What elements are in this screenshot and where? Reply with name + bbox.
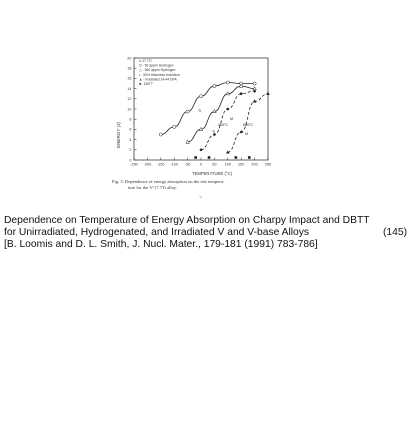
series-line-3 xyxy=(200,90,255,151)
data-point xyxy=(226,107,230,111)
chart-annotation: M xyxy=(230,117,233,121)
data-point xyxy=(213,133,216,136)
title-line-2: for Unirradiated, Hydrogenated, and Irra… xyxy=(4,226,310,238)
charpy-energy-figure: -250 -200 -150 -100 -50 0 50 100 150 200 250 0 2 4 6 8 1… xyxy=(100,50,280,210)
data-point xyxy=(239,92,243,95)
y-tick-label: 6 xyxy=(129,128,131,132)
slide-title-block: Dependence on Temperature of Energy Abso… xyxy=(4,215,410,250)
dbtt-marker xyxy=(194,156,197,159)
data-point xyxy=(238,83,244,88)
legend-entry: △ - 560 appm Hydrogen xyxy=(139,68,175,72)
data-point xyxy=(225,80,230,85)
x-axis-label: TEMPERATURE (°C) xyxy=(192,171,233,176)
figure-caption-line-2: ture for the V-17.7Ti alloy. xyxy=(128,185,178,190)
chart-annotation: 600°C xyxy=(243,123,253,127)
data-point xyxy=(252,81,257,86)
x-tick-label: 250 xyxy=(265,163,271,167)
dbtt-marker xyxy=(207,156,211,159)
y-tick-label: 18 xyxy=(127,67,131,71)
x-tick-label: -150 xyxy=(157,163,165,167)
data-point xyxy=(225,91,231,96)
x-tick-label: 200 xyxy=(251,163,257,167)
y-tick-label: 2 xyxy=(129,148,131,152)
dbtt-marker xyxy=(247,156,251,159)
chart-annotation: M xyxy=(245,132,248,136)
data-point xyxy=(226,150,230,154)
data-point xyxy=(158,132,163,137)
data-point xyxy=(185,139,190,144)
data-point xyxy=(252,99,257,103)
figure-caption-line-1: Fig. 3. Dependence of energy absorption … xyxy=(112,179,225,184)
x-tick-label: 50 xyxy=(212,163,216,167)
chart-annotation: Ti xyxy=(212,130,215,134)
data-point xyxy=(199,148,203,152)
y-tick-label: 12 xyxy=(127,97,131,101)
page-number: (145) xyxy=(383,226,408,238)
data-point xyxy=(252,86,257,91)
chart-annotation: Ti xyxy=(198,109,201,113)
data-point xyxy=(198,126,204,131)
data-point xyxy=(172,125,177,129)
legend-entry: V-17.7Ti xyxy=(139,59,152,63)
x-tick-label: -250 xyxy=(130,163,138,167)
y-tick-label: 10 xyxy=(127,107,131,111)
dbtt-marker xyxy=(234,156,238,159)
data-point xyxy=(239,129,243,134)
tilde-mark: ~ xyxy=(199,195,202,201)
data-point xyxy=(253,89,256,93)
title-line-2-row: for Unirradiated, Hydrogenated, and Irra… xyxy=(4,227,410,239)
energy-vs-temperature-chart: -250 -200 -150 -100 -50 0 50 100 150 200 250 0 2 4 6 8 1… xyxy=(116,56,271,176)
legend-entry: ■ - DBTT xyxy=(139,82,153,86)
chart-series xyxy=(158,80,270,159)
legend-entry: O - 50 appm Hydrogen xyxy=(139,64,174,68)
legend-entry: ▲ - irradiated 14-44 DPA xyxy=(139,77,178,81)
x-tick-label: -50 xyxy=(185,163,191,167)
chart-annotation: 400°C xyxy=(218,123,228,127)
y-tick-label: 4 xyxy=(129,138,131,142)
y-tick-label: 8 xyxy=(129,118,131,122)
data-point xyxy=(212,84,217,88)
y-tick-label: 14 xyxy=(127,87,131,91)
legend-entry: • - 50% thickness reduction xyxy=(139,73,180,77)
data-point xyxy=(199,94,203,99)
x-tick-label: -200 xyxy=(144,163,152,167)
series-line-4 xyxy=(227,93,269,153)
y-tick-label: 0 xyxy=(129,158,131,162)
x-tick-label: 0 xyxy=(200,163,202,167)
title-line-1: Dependence on Temperature of Energy Abso… xyxy=(4,215,370,226)
chart-ticks: -250 -200 -150 -100 -50 0 50 100 150 200 250 0 2 4 6 8 1… xyxy=(127,56,271,166)
y-tick-label: 16 xyxy=(127,77,131,81)
data-point xyxy=(266,91,270,95)
figure-caption: Fig. 3. Dependence of energy absorption … xyxy=(112,179,287,191)
reference-line: [B. Loomis and D. L. Smith, J. Nucl. Mat… xyxy=(4,238,318,250)
y-tick-label: 20 xyxy=(127,56,131,60)
data-point xyxy=(212,109,217,113)
data-point xyxy=(185,109,190,114)
y-axis-label: ENERGY (J) xyxy=(116,122,121,148)
x-tick-label: 150 xyxy=(238,163,244,167)
x-tick-label: -100 xyxy=(170,163,178,167)
x-tick-label: 100 xyxy=(225,163,231,167)
